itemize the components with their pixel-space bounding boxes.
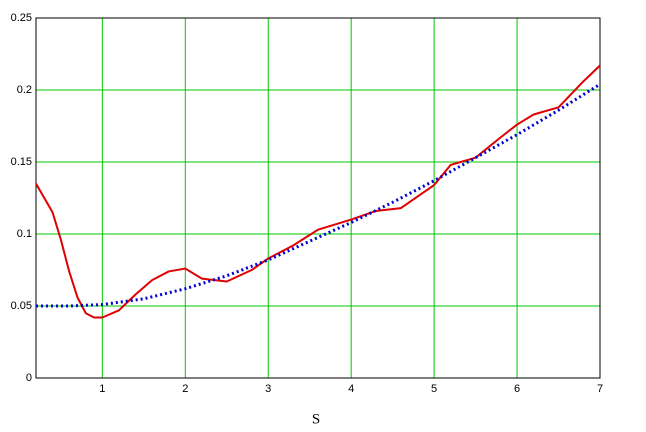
x-tick-label: 1 (99, 383, 105, 395)
y-tick-label: 0 (26, 372, 32, 384)
x-tick-label: 5 (431, 383, 437, 395)
line-series (36, 82, 601, 308)
y-tick-label: 0.05 (11, 300, 32, 312)
y-tick-label: 0.2 (17, 84, 32, 96)
x-tick-label: 7 (597, 383, 603, 395)
x-tick-label: 6 (514, 383, 520, 395)
y-tick-label: 0.1 (17, 228, 32, 240)
x-tick-label: 2 (182, 383, 188, 395)
y-tick-label: 0.25 (11, 12, 32, 24)
y-tick-label: 0.15 (11, 156, 32, 168)
line-series (35, 64, 601, 319)
plot-frame (35, 17, 601, 379)
x-axis-title: S (312, 411, 320, 427)
x-tick-label: 3 (265, 383, 271, 395)
x-tick-label: 4 (348, 383, 354, 395)
